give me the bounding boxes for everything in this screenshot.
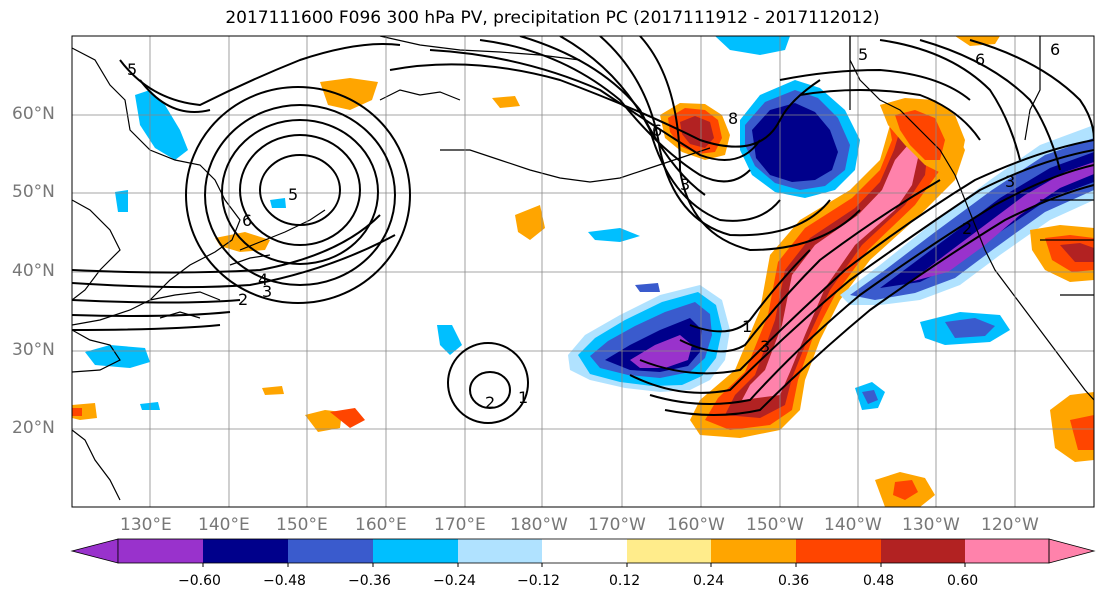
lon-label: 120°W bbox=[981, 515, 1039, 535]
contour-label: 3 bbox=[1005, 172, 1015, 191]
lon-label: 180°W bbox=[510, 515, 568, 535]
lat-label-20n: 20°N bbox=[12, 418, 55, 438]
colorbar-segment bbox=[796, 539, 881, 563]
contour-label: 6 bbox=[1050, 40, 1060, 59]
contour-label: 4 bbox=[258, 270, 268, 289]
colorbar-tick-label: −0.24 bbox=[433, 573, 476, 589]
contour-label: 1 bbox=[518, 388, 528, 407]
colorbar-segment bbox=[711, 539, 796, 563]
contour-label: 3 bbox=[760, 337, 770, 356]
lon-label: 160°E bbox=[355, 515, 407, 535]
contour-label: 2 bbox=[485, 393, 495, 412]
lon-label: 150°E bbox=[276, 515, 328, 535]
lon-label: 160°W bbox=[667, 515, 725, 535]
colorbar-tick-label: 0.48 bbox=[863, 573, 895, 589]
lon-label: 130°W bbox=[902, 515, 960, 535]
contour-label: 5 bbox=[858, 45, 868, 64]
lat-label-30n: 30°N bbox=[12, 340, 55, 360]
colorbar-min-extension bbox=[70, 538, 119, 564]
pv-contour-layer bbox=[72, 36, 1094, 424]
colorbar-segment bbox=[288, 539, 373, 563]
contour-label: 3 bbox=[680, 175, 690, 194]
lon-label: 150°W bbox=[746, 515, 804, 535]
colorbar-tick-label: 0.60 bbox=[947, 573, 979, 589]
lat-label-40n: 40°N bbox=[12, 261, 55, 281]
contour-label: 6 bbox=[652, 121, 662, 140]
colorbar-tick-label: 0.36 bbox=[778, 573, 810, 589]
lon-label: 130°E bbox=[120, 515, 172, 535]
colorbar-segment bbox=[542, 539, 627, 563]
colorbar-segment bbox=[373, 539, 458, 563]
contour-label: 6 bbox=[975, 50, 985, 69]
map-frame bbox=[71, 35, 1095, 508]
map-title: 2017111600 F096 300 hPa PV, precipitatio… bbox=[225, 8, 880, 28]
lat-label-50n: 50°N bbox=[12, 182, 55, 202]
colorbar-tick-label: 0.12 bbox=[609, 573, 641, 589]
colorbar-tick-label: −0.36 bbox=[348, 573, 391, 589]
colorbar-segment bbox=[965, 539, 1049, 563]
colorbar-tick-label: −0.12 bbox=[517, 573, 560, 589]
colorbar-segment bbox=[118, 539, 203, 563]
colorbar-segment bbox=[627, 539, 711, 563]
lat-label-60n: 60°N bbox=[12, 104, 55, 124]
colorbar-tick-label: −0.48 bbox=[263, 573, 306, 589]
colorbar-segment bbox=[203, 539, 288, 563]
lon-label: 140°W bbox=[824, 515, 882, 535]
contour-label: 6 bbox=[242, 211, 252, 230]
lon-label: 140°E bbox=[198, 515, 250, 535]
contour-label: 1 bbox=[742, 317, 752, 336]
contour-label: 5 bbox=[288, 185, 298, 204]
lon-label: 170°E bbox=[434, 515, 486, 535]
contour-label: 2 bbox=[238, 290, 248, 309]
colorbar bbox=[70, 538, 1096, 567]
colorbar-tick-label: 0.24 bbox=[693, 573, 725, 589]
colorbar-segment bbox=[458, 539, 542, 563]
lon-label: 170°W bbox=[588, 515, 646, 535]
contour-label: 2 bbox=[962, 219, 972, 238]
contour-label: 3 bbox=[262, 282, 272, 301]
contour-label: 8 bbox=[728, 109, 738, 128]
colorbar-max-extension bbox=[1048, 538, 1096, 564]
contour-label-layer: 5 6 4 3 2 8 6 3 5 6 3 1 2 3 1 2 5 6 bbox=[127, 40, 1060, 412]
contour-label: 5 bbox=[127, 60, 137, 79]
colorbar-segment bbox=[881, 539, 965, 563]
colorbar-tick-label: −0.60 bbox=[178, 573, 221, 589]
